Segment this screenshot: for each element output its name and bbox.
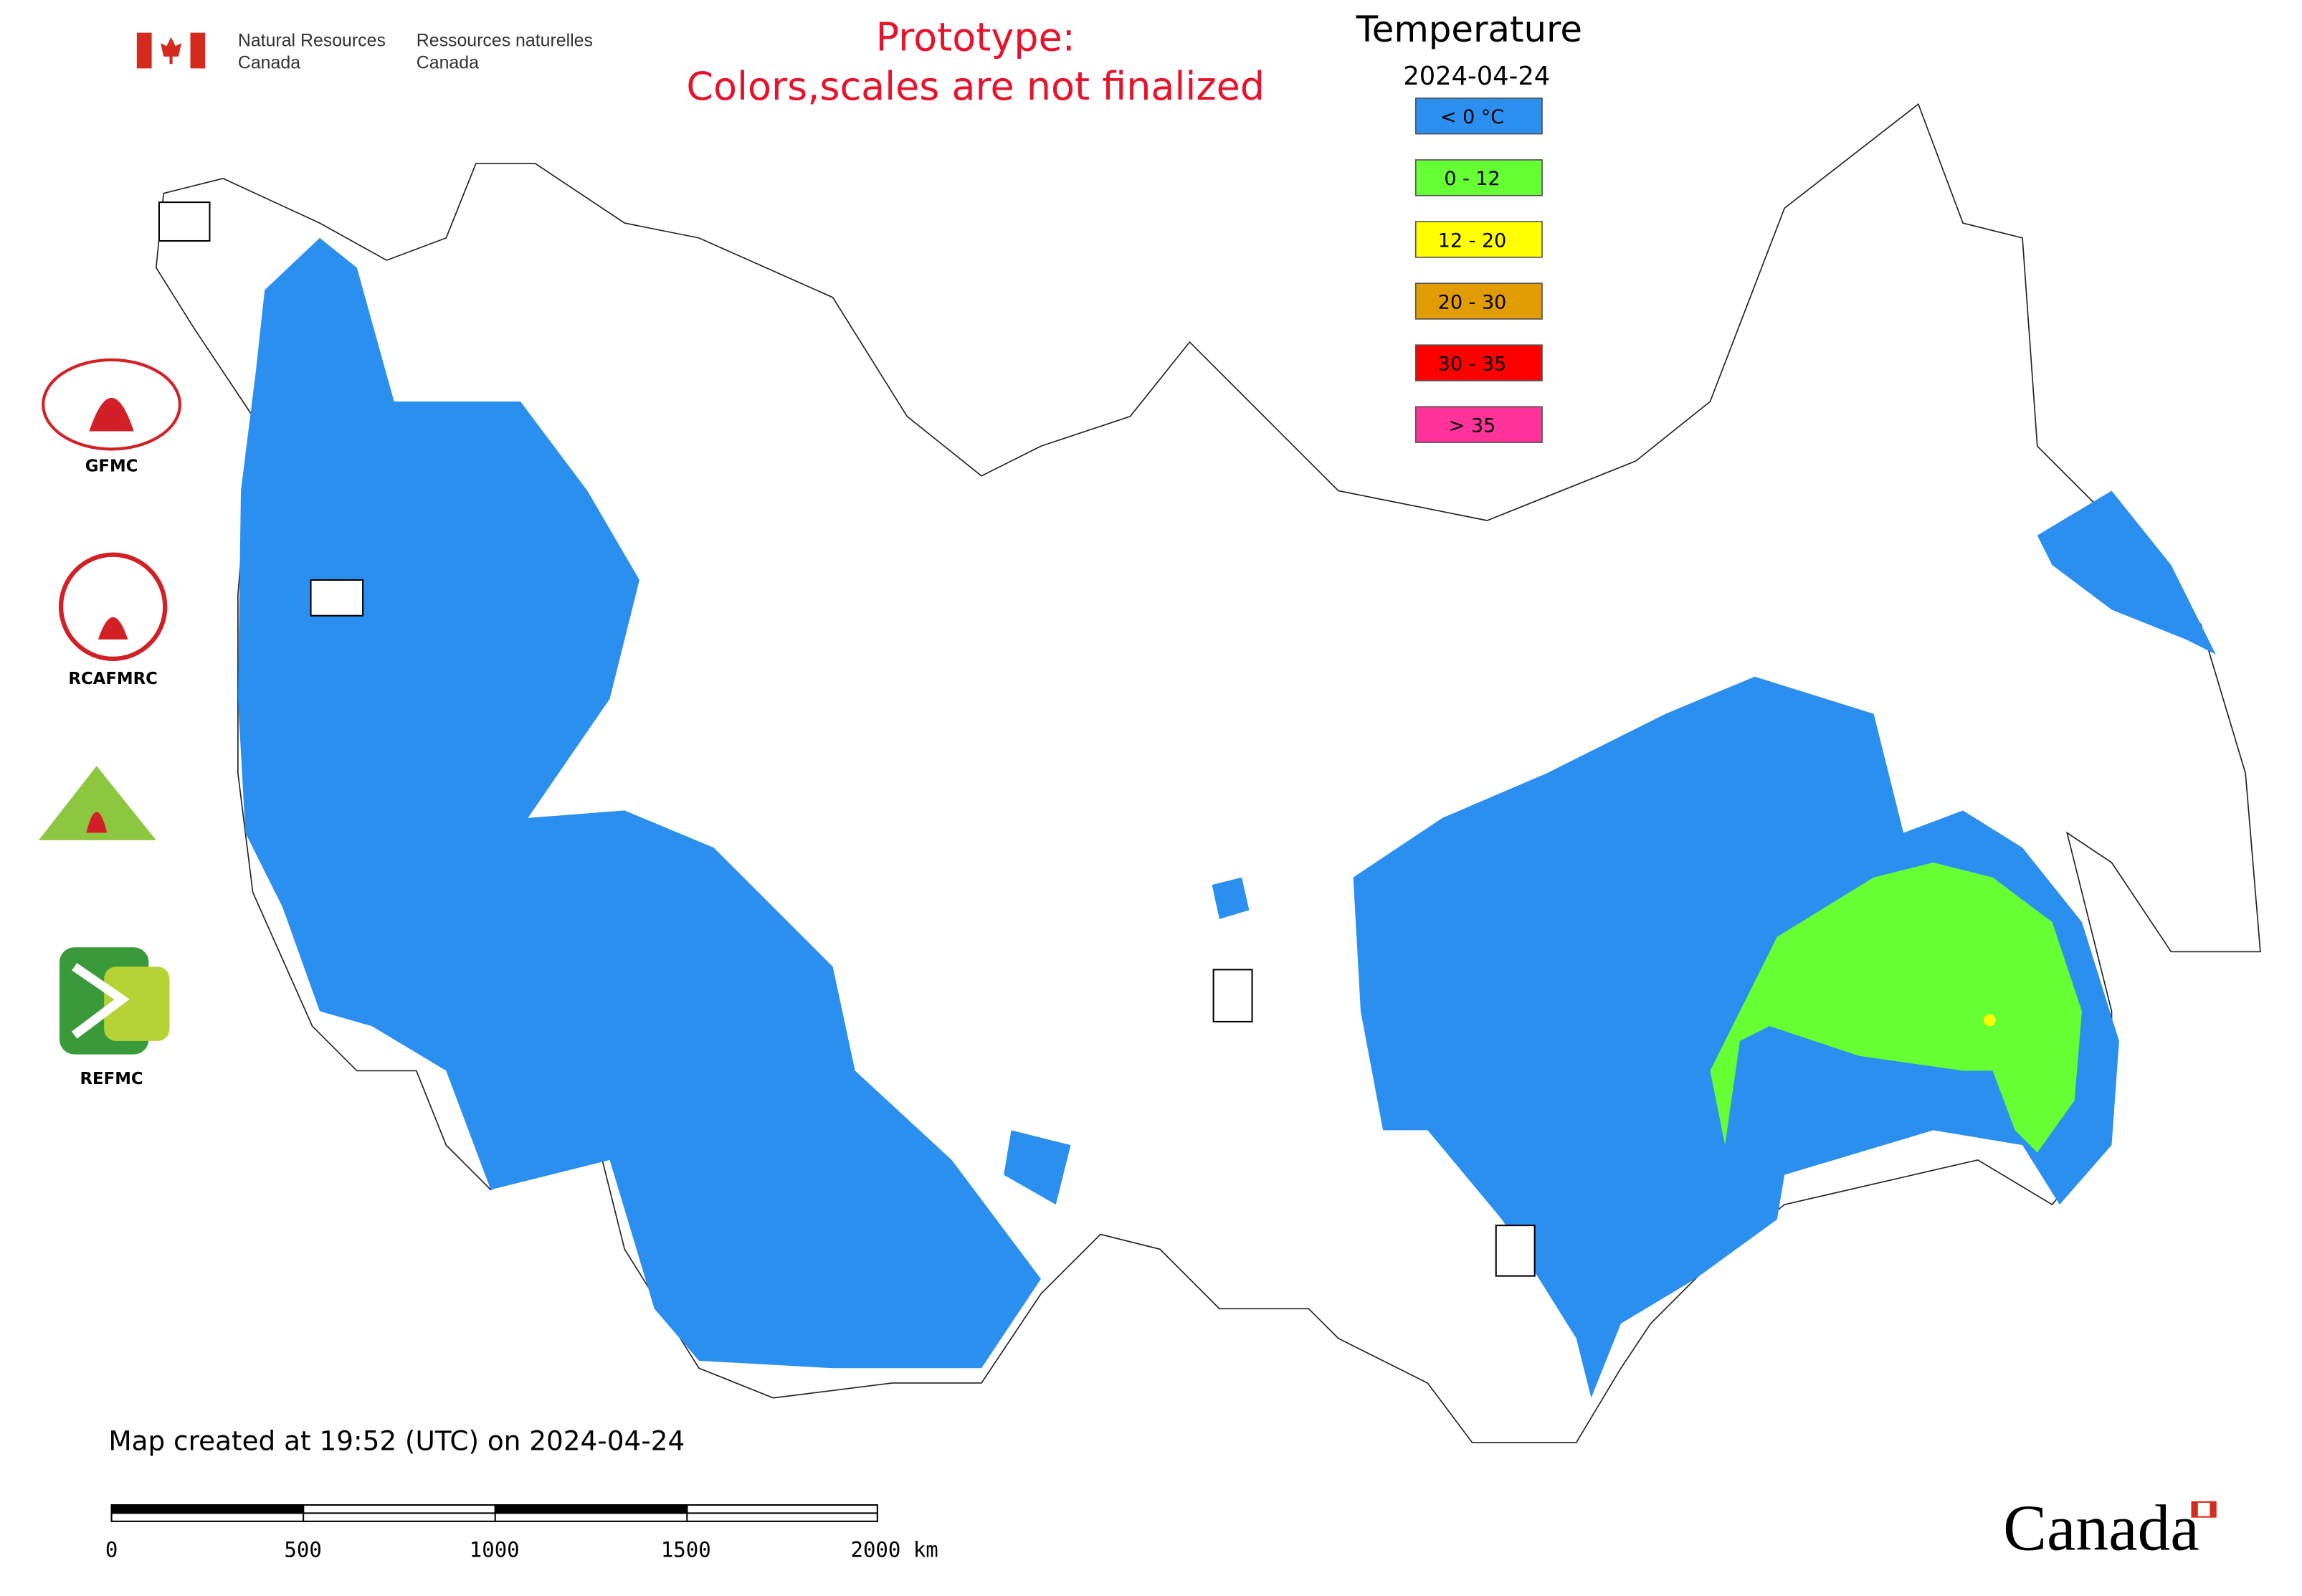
temperature-area-cold: [1004, 877, 1250, 1205]
department-en: Canada: [238, 52, 300, 72]
legend-date: 2024-04-24: [1403, 62, 1550, 91]
legend-label: < 0 °C: [1440, 106, 1504, 128]
department-fr: Canada: [417, 52, 479, 72]
temperature-area-warm: [1984, 1014, 1996, 1027]
canada-wordmark-flag: [2191, 1501, 2217, 1518]
scale-bar: [110, 1504, 878, 1522]
temperature-area-cold: [237, 237, 1042, 1369]
legend-label: 0 - 12: [1444, 168, 1500, 190]
map-timestamp: Map created at 19:52 (UTC) on 2024-04-24: [108, 1425, 685, 1456]
legend-swatch: [1414, 406, 1543, 443]
canada-flag: [136, 32, 206, 69]
legend-label: 12 - 20: [1438, 229, 1506, 252]
legend: < 0 °C 0 - 12 12 - 20 20 - 30 30 - 35 > 35: [1414, 98, 1543, 443]
partner-logo: [42, 358, 182, 451]
legend-label: > 35: [1449, 415, 1495, 437]
partner-label: RCAFMRC: [68, 670, 157, 688]
scale-label: 0: [105, 1538, 118, 1562]
legend-swatch: [1414, 98, 1543, 135]
legend-swatch: [1414, 159, 1543, 196]
temperature-area-cold: [2037, 490, 2216, 655]
canada-wordmark: Canada: [2003, 1491, 2199, 1564]
map-marker: [158, 201, 1536, 1277]
partner-logo: [58, 552, 168, 661]
partner-logo: [38, 766, 191, 866]
scale-label: 1000: [470, 1538, 520, 1562]
temperature-area-mild: [1710, 863, 2083, 1153]
department-en: Natural Resources: [238, 30, 386, 50]
partner-label: REFMC: [80, 1070, 143, 1088]
legend-swatch: [1414, 344, 1543, 381]
notice: Prototype:: [876, 15, 1075, 60]
scale-label: 500: [284, 1538, 321, 1562]
legend-label: 20 - 30: [1438, 291, 1506, 313]
scale-labels: 0 500 1000 1500 2000 km: [105, 1538, 938, 1562]
legend-swatch: [1414, 221, 1543, 258]
partner-logo: [59, 947, 170, 1055]
notice: Colors,scales are not finalized: [686, 64, 1265, 109]
legend-swatch: [1414, 282, 1543, 320]
partner-label: GFMC: [85, 457, 138, 476]
scale-label: 2000 km: [850, 1538, 938, 1562]
legend-title: Temperature: [1356, 9, 1582, 50]
department-fr: Ressources naturelles: [417, 30, 593, 50]
legend-label: 30 - 35: [1438, 353, 1506, 375]
scale-label: 1500: [661, 1538, 711, 1562]
